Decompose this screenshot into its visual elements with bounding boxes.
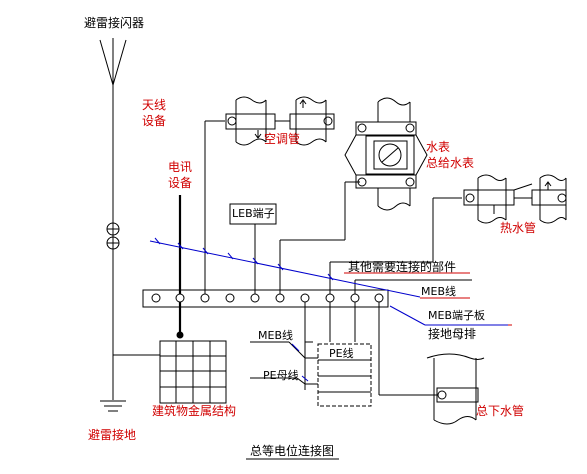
- water-meter-label-2: 总给水表: [426, 156, 475, 170]
- bond-point: [176, 331, 184, 339]
- antenna-label-1: 天线: [142, 98, 167, 112]
- lightning-rod-symbol: [99, 38, 160, 412]
- meb-line: [149, 237, 508, 382]
- pe-busbar-symbol: [304, 302, 372, 407]
- diagram-title: 总等电位连接图: [250, 444, 335, 458]
- water-meter-symbol: [344, 97, 428, 211]
- ac-pipe-label: 空调管: [264, 132, 301, 146]
- meb-line-left-label: MEB线: [258, 329, 293, 342]
- building-metal-grid: [159, 340, 227, 404]
- grounding-busbar-label: 接地母排: [428, 327, 477, 341]
- lightning-ground-label: 避雷接地: [88, 428, 137, 442]
- building-metal-label: 建筑物金属结构: [152, 404, 237, 418]
- antenna-label-2: 设备: [142, 114, 167, 128]
- meb-line-right-label: MEB线: [421, 285, 456, 298]
- telecom-label-2: 设备: [168, 176, 193, 190]
- drain-pipe-label: 总下水管: [476, 404, 525, 418]
- water-meter-label-1: 水表: [426, 140, 451, 154]
- hot-water-pipe-left: [463, 174, 515, 224]
- hot-water-pipe-label: 热水管: [500, 221, 537, 235]
- other-parts-label: 其他需要连接的部件: [348, 260, 457, 274]
- ac-pipe-right: [289, 96, 335, 146]
- hot-water-pipe-right: [531, 174, 567, 224]
- telecom-label-1: 电讯: [168, 160, 193, 174]
- meb-terminal-board: [142, 289, 389, 308]
- lightning-rod-label: 避雷接闪器: [84, 16, 145, 30]
- leb-terminal-label: LEB端子: [232, 207, 275, 220]
- pe-busbar-label: PE母线: [263, 369, 299, 382]
- leb-terminal-box: [229, 203, 277, 225]
- drain-pipe-symbol: [426, 353, 485, 425]
- meb-terminal-board-label: MEB端子板: [428, 309, 485, 322]
- pe-line-label: PE线: [329, 347, 354, 360]
